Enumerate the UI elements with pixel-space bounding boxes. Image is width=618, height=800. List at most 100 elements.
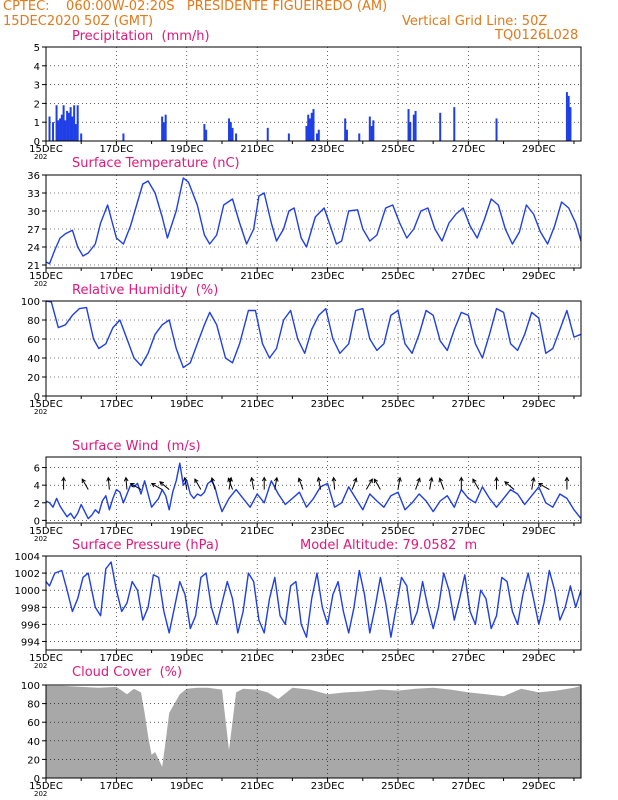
wind-arrow-head xyxy=(368,478,373,484)
wind-arrow-head xyxy=(249,476,255,482)
wind-frame-border xyxy=(45,456,582,524)
wind-arrow-head xyxy=(81,478,86,484)
pres-model-altitude: Model Altitude: 79.0582 m xyxy=(300,538,478,553)
wind-arrow xyxy=(504,481,515,490)
pres-xtick-label: 21DEC xyxy=(240,653,274,664)
precip-bar xyxy=(317,129,320,141)
rh-frame-border xyxy=(45,300,582,397)
temp-series-line xyxy=(45,177,582,265)
temp-panel-title: Surface Temperature (nC) xyxy=(72,156,240,171)
wind-arrow-head xyxy=(458,476,464,482)
wind-arrow xyxy=(211,477,216,490)
wind-arrow-head xyxy=(373,478,379,484)
wind-xtick-label: 23DEC xyxy=(311,526,345,537)
cloud-xtick-label: 19DEC xyxy=(170,781,204,792)
temp-xtick-label: 21DEC xyxy=(240,271,274,282)
precip-bar xyxy=(287,133,290,141)
precip-bar xyxy=(162,122,165,141)
rh-xtick-label: 29DEC xyxy=(522,399,556,410)
precip-xtick-label: 27DEC xyxy=(452,144,486,155)
wind-arrow xyxy=(439,478,445,490)
pres-xtick-label: 25DEC xyxy=(381,653,415,664)
cloud-xtick-label: 15DEC xyxy=(29,781,63,792)
wind-arrow xyxy=(415,478,421,490)
pres-series-line xyxy=(45,561,582,638)
precip-bar xyxy=(48,116,51,141)
precip-ytick-label: 5 xyxy=(34,43,40,54)
precip-ytick-label: 4 xyxy=(34,62,40,73)
precip-bar xyxy=(60,114,63,141)
wind-arrow xyxy=(472,478,480,490)
cloud-frame-border xyxy=(45,684,582,779)
wind-xtick-label: 27DEC xyxy=(452,526,486,537)
precip-ytick-label: 2 xyxy=(34,99,40,110)
cloud-cover-area xyxy=(46,685,581,778)
cloud-ytick-label: 80 xyxy=(27,700,40,711)
header-line1: CPTEC: 060:00W-02:20S PRESIDENTE FIGUEIR… xyxy=(3,0,388,14)
wind-xtick-label: 21DEC xyxy=(240,526,274,537)
precip-bar xyxy=(73,105,76,141)
wind-arrow xyxy=(397,477,401,490)
precip-xtick-label: 25DEC xyxy=(381,144,415,155)
rh-ytick-label: 100 xyxy=(21,297,40,308)
cloud-ytick-label: 100 xyxy=(21,681,40,692)
wind-arrow-head xyxy=(504,481,509,486)
wind-ytick-label: 6 xyxy=(34,464,40,475)
precip-bar xyxy=(74,124,77,141)
wind-arrow-head xyxy=(397,476,402,482)
wind-xtick-label: 29DEC xyxy=(522,526,556,537)
pres-ytick-label: 1004 xyxy=(15,552,40,563)
wind-arrow xyxy=(107,477,110,490)
pres-xtick-label: 19DEC xyxy=(170,653,204,664)
rh-ytick-label: 40 xyxy=(27,354,40,365)
wind-arrow-head xyxy=(416,477,421,483)
wind-arrow xyxy=(531,477,535,490)
precip-bar xyxy=(565,92,568,141)
temp-ytick-label: 24 xyxy=(27,243,40,254)
pres-xtick-label: 27DEC xyxy=(452,653,486,664)
precip-frame-border xyxy=(45,46,582,142)
precip-bar xyxy=(412,114,415,141)
cloud-xtick-label: 27DEC xyxy=(452,781,486,792)
precip-panel-title: Precipitation (mm/h) xyxy=(72,29,210,44)
wind-xtick-label: 15DEC xyxy=(29,526,63,537)
wind-arrow xyxy=(130,483,142,490)
cloud-xtick-label: 29DEC xyxy=(522,781,556,792)
wind-arrow xyxy=(251,477,255,490)
temp-xtick-label: 17DEC xyxy=(100,271,134,282)
rh-ytick-label: 0 xyxy=(34,392,40,403)
precip-xtick-label: 29DEC xyxy=(522,144,556,155)
wind-arrow-head xyxy=(210,476,215,482)
temp-ytick-label: 21 xyxy=(27,261,40,272)
pres-ytick-label: 998 xyxy=(21,603,40,614)
precip-bar xyxy=(370,125,373,141)
precip-bar xyxy=(495,118,498,141)
temp-xtick-label: 29DEC xyxy=(522,271,556,282)
pres-xtick-label: 29DEC xyxy=(522,653,556,664)
wind-ytick-label: 0 xyxy=(34,516,40,527)
precip-bar xyxy=(310,112,313,141)
wind-arrow xyxy=(159,481,170,490)
wind-ytick-label: 2 xyxy=(34,499,40,510)
rh-ytick-label: 20 xyxy=(27,373,40,384)
temp-xtick-label: 15DEC xyxy=(29,271,63,282)
precip-bar xyxy=(64,120,67,141)
precip-bar xyxy=(569,107,572,141)
header-grid-note: Vertical Grid Line: 50Z xyxy=(402,14,548,29)
precip-ytick-label: 3 xyxy=(34,81,40,92)
cloud-panel-title: Cloud Cover (%) xyxy=(72,665,183,680)
wind-arrow xyxy=(365,478,373,490)
pres-ytick-label: 1002 xyxy=(15,569,40,580)
cloud-ytick-label: 0 xyxy=(34,774,40,785)
pres-panel-title: Surface Pressure (hPa) xyxy=(72,538,219,553)
wind-frame xyxy=(45,456,582,524)
wind-arrow-head xyxy=(273,476,279,482)
temp-xtick-label: 19DEC xyxy=(170,271,204,282)
precip-bar xyxy=(69,107,72,141)
precip-bar xyxy=(307,114,310,141)
precip-bar xyxy=(567,95,570,141)
pres-xtick-label: 15DEC xyxy=(29,653,63,664)
precip-bar xyxy=(414,110,417,141)
wind-arrow-head xyxy=(331,476,337,482)
wind-arrow-head xyxy=(106,476,111,482)
